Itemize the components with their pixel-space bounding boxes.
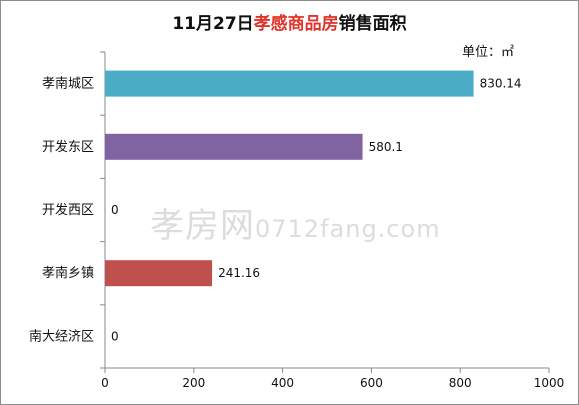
category-label: 孝南乡镇 — [42, 265, 94, 281]
watermark: 孝房网0712fang.com — [150, 198, 441, 247]
bar-2 — [105, 133, 363, 160]
data-label: 580.1 — [369, 140, 403, 154]
unit-label: 单位：㎡ — [462, 45, 515, 60]
data-label: 0 — [111, 203, 119, 217]
watermark-url: 0712fang.com — [255, 215, 441, 243]
x-tick-label: 400 — [271, 376, 294, 390]
category-label: 孝南城区 — [42, 76, 94, 92]
x-tick-label: 600 — [360, 376, 383, 390]
category-label: 开发东区 — [42, 139, 94, 155]
x-tick-label: 200 — [182, 376, 205, 390]
watermark-brand: 孝房网 — [150, 206, 255, 246]
bar-1 — [105, 70, 474, 97]
chart-title-suffix: 销售面积 — [338, 14, 407, 34]
category-label: 开发西区 — [42, 202, 94, 218]
chart-title-date: 11月27日 — [172, 14, 254, 34]
data-label: 830.14 — [480, 77, 522, 91]
category-label: 南大经济区 — [29, 328, 94, 344]
x-tick-label: 800 — [449, 376, 472, 390]
bar-4 — [105, 260, 213, 287]
data-label: 241.16 — [218, 266, 260, 280]
x-tick-label: 0 — [101, 376, 109, 390]
x-tick-label: 1000 — [534, 376, 565, 390]
data-label: 0 — [111, 329, 119, 343]
chart-title-highlight: 孝感商品房 — [253, 14, 339, 34]
chart-title: 11月27日孝感商品房销售面积 — [0, 9, 579, 34]
